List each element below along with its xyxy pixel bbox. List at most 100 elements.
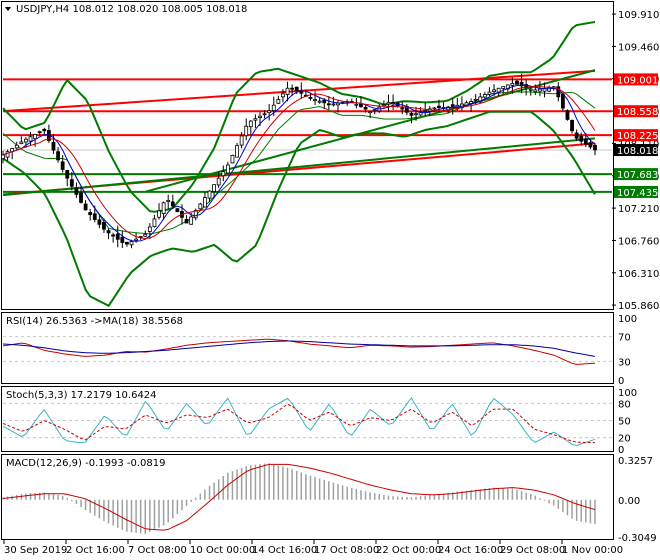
candle-body — [120, 236, 125, 243]
rsi-header: RSI(14) 26.5363 ->MA(18) 38.5568 — [6, 316, 183, 327]
candle-body — [92, 213, 97, 220]
candle-body — [285, 87, 290, 95]
rsi-tick-label: 70 — [618, 333, 631, 344]
candle-body — [239, 135, 244, 146]
candle-body — [230, 154, 235, 164]
bollinger-upper — [2, 21, 596, 213]
candle-body — [409, 112, 414, 116]
stoch-tick-label: 50 — [618, 417, 631, 428]
candle-body — [157, 210, 161, 218]
candle-body — [331, 103, 336, 106]
candle-body — [60, 161, 65, 170]
level-badge-107.435 — [614, 185, 658, 198]
candle-body — [198, 203, 203, 210]
candle-body — [565, 110, 570, 120]
level-badge-107.435-label: 107.435 — [617, 188, 658, 199]
candle-body — [115, 233, 120, 240]
candle-body — [492, 89, 496, 92]
candle-body — [381, 104, 386, 107]
macd-header: MACD(12,26,9) -0.1993 -0.0819 — [6, 458, 166, 469]
candle-body — [368, 111, 373, 114]
candle-body — [482, 94, 487, 98]
candle-body — [235, 145, 239, 158]
stoch-tick-label: 80 — [618, 399, 631, 410]
candle-body — [166, 199, 171, 203]
candle-body — [19, 141, 24, 145]
candle-body — [574, 132, 579, 139]
stoch-signal-line — [2, 403, 596, 444]
candle-body — [74, 187, 79, 195]
candle-body — [528, 88, 533, 91]
candle-body — [281, 93, 285, 98]
candle-body — [125, 241, 129, 245]
candle-body — [363, 106, 368, 110]
rsi-ma-line — [2, 340, 596, 357]
candle-body — [372, 109, 377, 111]
candle-body — [161, 202, 166, 214]
candle-body — [276, 99, 281, 104]
candle-body — [253, 118, 258, 121]
candle-body — [391, 102, 395, 104]
candle-body — [129, 241, 134, 246]
candle-body — [593, 144, 597, 151]
candle-body — [170, 201, 175, 207]
candle-body — [533, 89, 538, 93]
trendline-2 — [145, 69, 596, 193]
candle-body — [423, 110, 428, 112]
price-tick-label: 106.760 — [618, 236, 659, 247]
price-panel-frame — [1, 1, 614, 310]
candle-body — [524, 84, 529, 88]
candle-body — [308, 96, 313, 99]
candle-body — [5, 151, 10, 158]
candle-body — [313, 99, 317, 102]
candle-body — [88, 212, 93, 216]
candle-body — [56, 151, 60, 161]
candle-body — [212, 184, 217, 192]
candle-body — [83, 203, 88, 211]
rsi-tick-label: 30 — [618, 357, 631, 368]
time-tick-label: 22 Oct 00:00 — [376, 545, 441, 556]
level-badge-108.558-label: 108.558 — [617, 107, 658, 118]
candle-body — [588, 142, 593, 148]
level-badge-109.001 — [614, 73, 658, 86]
candle-body — [556, 86, 561, 98]
candle-body — [51, 141, 56, 151]
price-header: USDJPY,H4 108.012 108.020 108.005 108.01… — [16, 4, 247, 15]
rsi-panel-frame — [1, 312, 614, 384]
candle-body — [244, 125, 249, 137]
time-tick-label: 29 Oct 08:00 — [500, 545, 565, 556]
candle-body — [69, 179, 74, 187]
time-tick-label: 17 Oct 08:00 — [314, 545, 379, 556]
candle-body — [326, 103, 331, 106]
level-badge-108.558 — [614, 105, 658, 118]
candle-body — [317, 100, 322, 103]
candle-body — [143, 233, 148, 237]
stoch-panel-frame — [1, 386, 614, 452]
stoch-main-line — [2, 397, 596, 447]
candle-body — [189, 216, 194, 225]
candle-body — [106, 230, 111, 234]
level-badge-107.683 — [614, 168, 658, 181]
level-badge-107.683-label: 107.683 — [617, 170, 658, 181]
candle-body — [111, 234, 116, 237]
candle-body — [294, 86, 299, 92]
candle-body — [432, 107, 437, 110]
candle-body — [147, 226, 152, 232]
candle-body — [28, 136, 33, 142]
rsi-tick-label: 100 — [618, 314, 637, 325]
candle-body — [478, 96, 483, 103]
rsi-plot — [2, 336, 612, 365]
level-badge-108.225-label: 108.225 — [617, 131, 658, 142]
candle-body — [271, 104, 276, 111]
candle-body — [262, 113, 267, 116]
candle-body — [102, 222, 106, 230]
level-badge-108.225 — [614, 129, 658, 142]
symbol-dropdown-icon[interactable] — [5, 7, 11, 11]
ma-fast — [2, 84, 596, 242]
stoch-tick-label: 100 — [618, 388, 637, 399]
time-tick-label: 2 Oct 16:00 — [66, 545, 125, 556]
candle-body — [152, 218, 157, 227]
rsi-line — [2, 338, 596, 365]
bollinger-lower — [2, 110, 596, 308]
